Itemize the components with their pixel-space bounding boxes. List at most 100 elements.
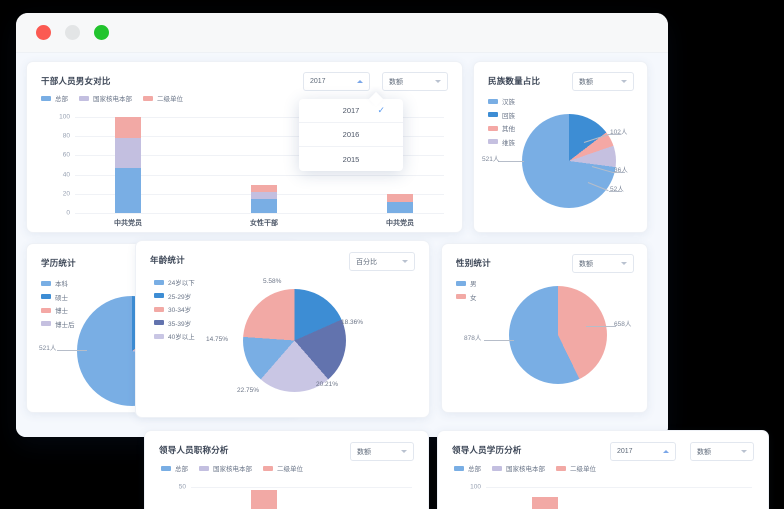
bar-chart-leader-edu: 100 (470, 484, 752, 509)
legend-label: 二级单位 (570, 466, 596, 473)
year-select-leader-edu[interactable]: 2017 (610, 442, 676, 461)
chevron-down-icon (435, 80, 441, 83)
pie-pct-25-29: 18.36% (341, 319, 364, 326)
bar-segment-head (387, 202, 413, 213)
card-title-leader-edu: 领导人员学历分析 (452, 445, 522, 455)
y-axis-tick: 100 (59, 113, 70, 121)
legend-label: 女 (470, 294, 477, 302)
bar-segment-head (251, 198, 277, 213)
pie-label-hanzu: 521人 (482, 156, 500, 163)
legend-org-leader-edu: 总部 国家核电本部 二级单位 (454, 463, 596, 477)
gridline (75, 117, 444, 118)
card-ethnicity: 民族数量占比 数额 汉族 回族 其他 (473, 61, 648, 233)
legend-item: 硕士 (41, 292, 75, 302)
dropdown-option-2015[interactable]: 2015 (299, 147, 403, 171)
pie-label-male: 878人 (464, 335, 482, 342)
legend-label: 二级单位 (157, 96, 183, 103)
close-button[interactable] (36, 25, 51, 40)
card-title-ethnicity: 民族数量占比 (488, 76, 541, 86)
metric-select-sex[interactable]: 数额 (572, 254, 634, 273)
bar-segment-secondary (387, 193, 413, 203)
pie-chart-sex[interactable] (509, 286, 607, 384)
year-select-gender-ratio[interactable]: 2017 (303, 72, 370, 91)
metric-select-leader-edu[interactable]: 数额 (690, 442, 754, 461)
legend-item: 35-39岁 (154, 318, 195, 328)
legend-swatch-icon (41, 307, 51, 313)
legend-swatch-icon (154, 320, 164, 325)
y-axis-tick: 60 (62, 151, 70, 159)
metric-select-value: 数额 (697, 448, 711, 456)
pie-label-weizu: 52人 (610, 186, 624, 193)
legend-item: 男 (456, 278, 477, 288)
legend-label: 维族 (502, 139, 515, 147)
legend-sex: 男 女 (456, 278, 477, 305)
legend-swatch-icon (41, 321, 51, 326)
legend-org-leader-title: 总部 国家核电本部 二级单位 (161, 463, 303, 477)
card-leader-edu: 领导人员学历分析 2017 数额 总部 国家核电本部 二级单位 (437, 430, 769, 509)
dropdown-option-label: 2017 (342, 106, 360, 115)
minimize-button[interactable] (65, 25, 80, 40)
legend-item: 博士后 (41, 319, 75, 329)
bar-stack[interactable] (532, 497, 558, 509)
pie-label-huizu: 102人 (610, 129, 628, 136)
pie-label-female: 658人 (614, 321, 632, 328)
metric-select-ethnicity[interactable]: 数额 (572, 72, 634, 91)
metric-select-gender-ratio[interactable]: 数额 (382, 72, 448, 91)
gridline (486, 487, 752, 488)
metric-select-leader-title[interactable]: 数额 (350, 442, 414, 461)
legend-label: 硕士 (55, 294, 68, 302)
y-axis-tick: 100 (470, 483, 481, 491)
legend-label: 35-39岁 (168, 320, 192, 328)
bar-segment-secondary (115, 117, 141, 139)
bar-stack[interactable]: 女性干部 (250, 185, 278, 227)
legend-item: 总部 (454, 463, 481, 473)
pie-chart-age[interactable] (243, 289, 346, 392)
chevron-down-icon (401, 450, 407, 453)
legend-swatch-icon (456, 280, 466, 286)
metric-select-value: 数额 (357, 448, 371, 456)
metric-select-age[interactable]: 百分比 (349, 252, 415, 271)
legend-label: 总部 (175, 466, 188, 473)
legend-label: 男 (470, 281, 477, 288)
legend-swatch-icon (488, 125, 498, 131)
pie-pct-30-34: 5.58% (263, 278, 282, 285)
pie-leader-line (586, 326, 616, 327)
legend-label: 24岁以下 (168, 280, 195, 287)
dropdown-option-2017[interactable]: 2017 ✓ (299, 99, 403, 123)
legend-swatch-icon (492, 465, 502, 471)
legend-ethnicity: 汉族 回族 其他 维族 (488, 96, 515, 150)
bar-stack[interactable]: 中共党员 (114, 117, 142, 227)
legend-label: 回族 (502, 112, 515, 120)
legend-swatch-icon (41, 294, 51, 299)
bar-segment-secondary (251, 185, 277, 192)
legend-item: 其他 (488, 123, 515, 133)
chevron-up-icon (357, 80, 363, 83)
chevron-down-icon (621, 262, 627, 265)
legend-item: 二级单位 (263, 463, 303, 473)
legend-label: 国家核电本部 (213, 466, 252, 473)
bar-chart-gender-ratio: 100 80 60 40 20 0 中共党 (59, 114, 444, 227)
chevron-up-icon (663, 450, 669, 453)
pie-leader-line (498, 161, 524, 162)
legend-item: 回族 (488, 110, 515, 120)
dropdown-option-label: 2016 (342, 130, 360, 139)
legend-label: 汉族 (502, 99, 515, 106)
pie-pct-35-39: 20.21% (316, 381, 339, 388)
metric-select-value: 数额 (579, 260, 593, 268)
bar-stack[interactable] (251, 490, 277, 509)
legend-label: 40岁以上 (168, 334, 195, 341)
y-axis-tick: 0 (66, 209, 70, 217)
pie-chart-ethnicity[interactable] (522, 114, 616, 208)
year-dropdown-menu[interactable]: 2017 ✓ 2016 2015 (299, 91, 403, 171)
gridline (191, 487, 412, 488)
dropdown-option-2016[interactable]: 2016 (299, 123, 403, 147)
maximize-button[interactable] (94, 25, 109, 40)
pie-leader-line (609, 191, 622, 192)
legend-org-1: 总部 国家核电本部 二级单位 (41, 93, 183, 107)
bar-stack[interactable]: 中共党员 (386, 193, 414, 227)
legend-swatch-icon (79, 95, 89, 101)
legend-age: 24岁以下 25-29岁 30-34岁 35-39岁 40岁以上 (154, 277, 195, 345)
legend-swatch-icon (154, 306, 164, 312)
pie-leader-line (608, 134, 621, 135)
